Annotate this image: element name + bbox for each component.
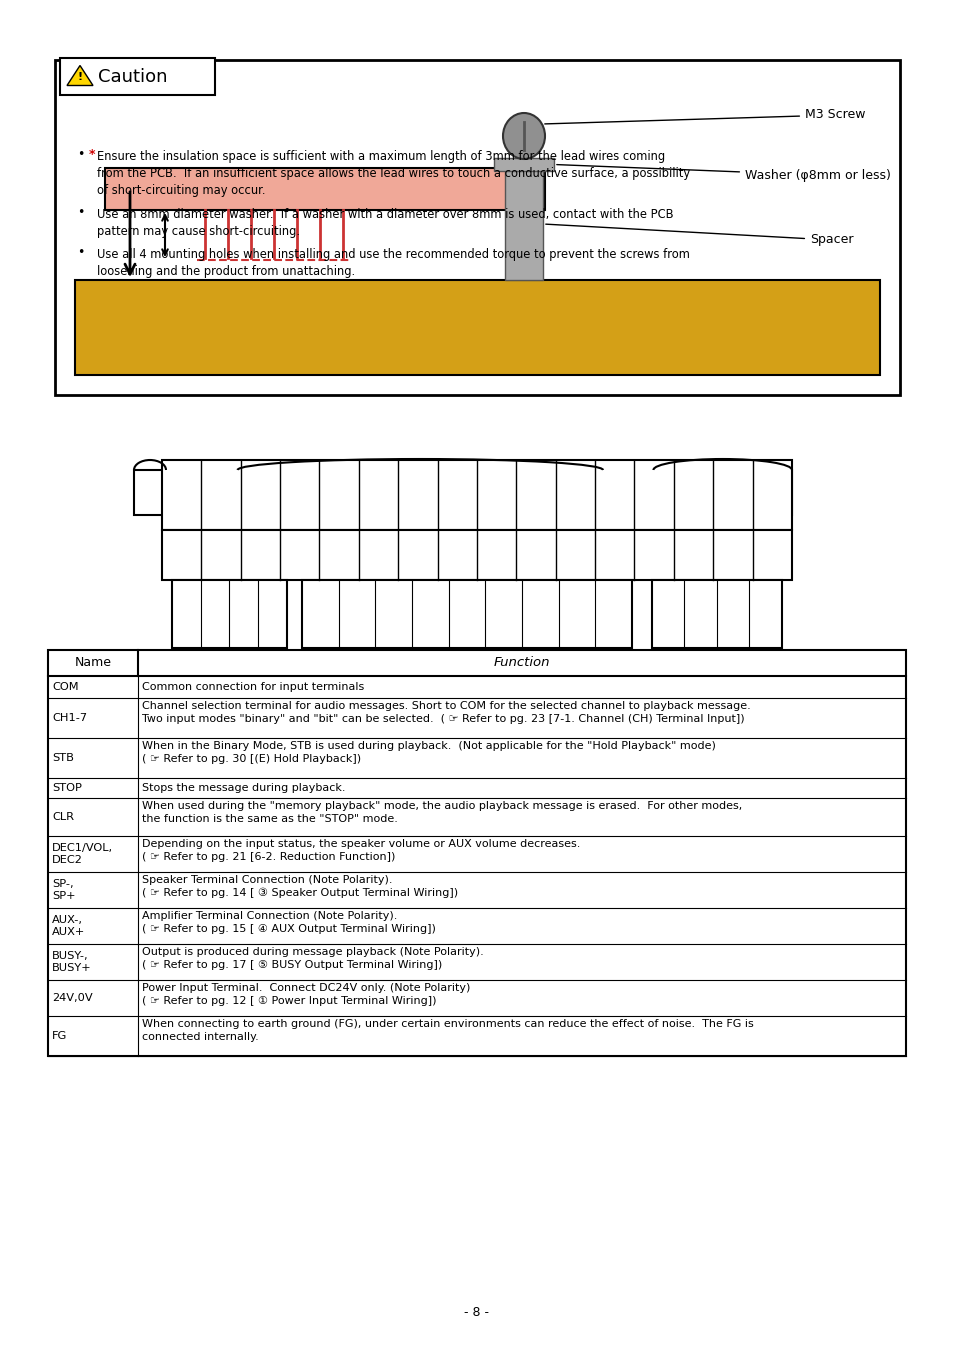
Bar [494, 158, 554, 171]
Text: CLR: CLR [52, 811, 74, 822]
Bar [172, 580, 287, 648]
Text: AUX-,
AUX+: AUX-, AUX+ [52, 915, 85, 937]
Text: M3 Screw: M3 Screw [544, 108, 864, 124]
Bar [653, 470, 791, 514]
Text: STOP: STOP [52, 783, 82, 792]
Ellipse shape [502, 113, 544, 159]
Text: Stops the message during playback.: Stops the message during playback. [142, 783, 345, 792]
Text: COM: COM [52, 682, 78, 693]
Text: Caution: Caution [98, 68, 168, 85]
Bar [504, 167, 542, 279]
Text: •: • [77, 246, 85, 259]
Bar [237, 470, 602, 514]
Bar [302, 580, 631, 648]
Text: Use all 4 mounting holes when installing and use the recommended torque to preve: Use all 4 mounting holes when installing… [97, 248, 689, 278]
Text: When in the Binary Mode, STB is used during playback.  (Not applicable for the ": When in the Binary Mode, STB is used dur… [142, 741, 715, 764]
Bar [75, 279, 879, 375]
Text: BUSY-,
BUSY+: BUSY-, BUSY+ [52, 950, 91, 973]
Text: Washer (φ8mm or less): Washer (φ8mm or less) [557, 165, 890, 181]
Text: Ensure the insulation space is sufficient with a maximum length of 3mm for the l: Ensure the insulation space is sufficien… [97, 150, 689, 197]
Text: - 8 -: - 8 - [464, 1305, 489, 1319]
Text: •: • [77, 207, 85, 219]
Text: FG: FG [52, 1031, 67, 1041]
Text: SP-,
SP+: SP-, SP+ [52, 879, 75, 902]
Text: •: • [77, 148, 85, 161]
Text: !: ! [77, 72, 83, 81]
Text: When used during the "memory playback" mode, the audio playback message is erase: When used during the "memory playback" m… [142, 801, 741, 824]
Text: *: * [89, 148, 95, 161]
Bar [105, 167, 544, 211]
Text: Name: Name [74, 656, 112, 670]
Text: Function: Function [494, 656, 550, 670]
Text: When connecting to earth ground (FG), under certain environments can reduce the : When connecting to earth ground (FG), un… [142, 1019, 753, 1042]
Bar [60, 58, 214, 95]
Text: Power Input Terminal.  Connect DC24V only. (Note Polarity)
( ☞ Refer to pg. 12 [: Power Input Terminal. Connect DC24V only… [142, 983, 470, 1006]
Bar [48, 649, 905, 1056]
Text: STB: STB [52, 753, 73, 763]
Bar [651, 580, 781, 648]
Text: Use an 8mm diameter washer.  If a washer with a diameter over 8mm is used, conta: Use an 8mm diameter washer. If a washer … [97, 208, 673, 238]
Bar [162, 531, 791, 580]
Text: DEC1/VOL,
DEC2: DEC1/VOL, DEC2 [52, 842, 113, 865]
Bar [162, 460, 791, 531]
Bar [55, 59, 899, 396]
Text: Channel selection terminal for audio messages. Short to COM for the selected cha: Channel selection terminal for audio mes… [142, 701, 750, 724]
Text: Spacer: Spacer [545, 224, 853, 247]
Text: Depending on the input status, the speaker volume or AUX volume decreases.
( ☞ R: Depending on the input status, the speak… [142, 838, 579, 861]
Text: Amplifier Terminal Connection (Note Polarity).
( ☞ Refer to pg. 15 [ ④ AUX Outpu: Amplifier Terminal Connection (Note Pola… [142, 911, 436, 934]
Text: Common connection for input terminals: Common connection for input terminals [142, 682, 364, 693]
Polygon shape [67, 66, 92, 85]
Text: Speaker Terminal Connection (Note Polarity).
( ☞ Refer to pg. 14 [ ③ Speaker Out: Speaker Terminal Connection (Note Polari… [142, 875, 457, 898]
Text: Output is produced during message playback (Note Polarity).
( ☞ Refer to pg. 17 : Output is produced during message playba… [142, 946, 483, 969]
Text: 24V,0V: 24V,0V [52, 994, 92, 1003]
Text: CH1-7: CH1-7 [52, 713, 87, 724]
Bar [133, 470, 166, 514]
